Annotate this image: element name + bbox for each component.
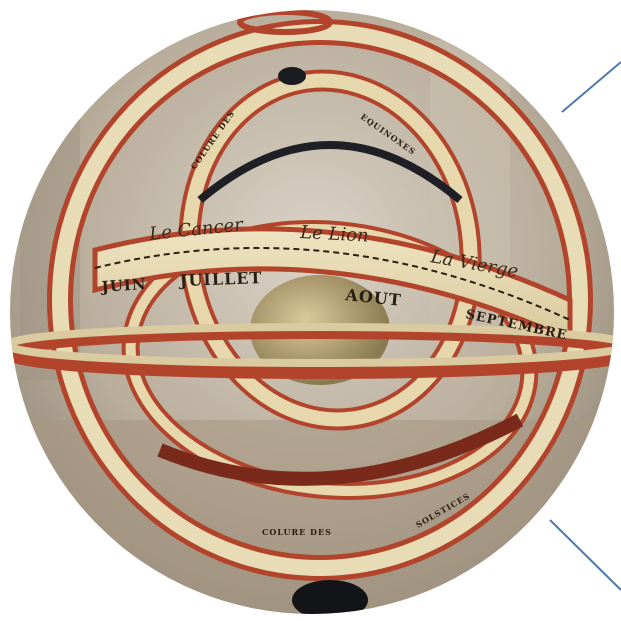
- label-juillet: JUILLET: [177, 268, 262, 290]
- label-colure-lower: COLURE DES: [262, 527, 332, 537]
- pointer-line-bottom: [549, 519, 621, 591]
- horizon-ring: [10, 325, 614, 379]
- base-knob: [292, 580, 368, 614]
- label-leo: Le Lion: [299, 222, 369, 247]
- pointer-line-top: [561, 61, 621, 113]
- label-juin: JUIN: [99, 275, 147, 296]
